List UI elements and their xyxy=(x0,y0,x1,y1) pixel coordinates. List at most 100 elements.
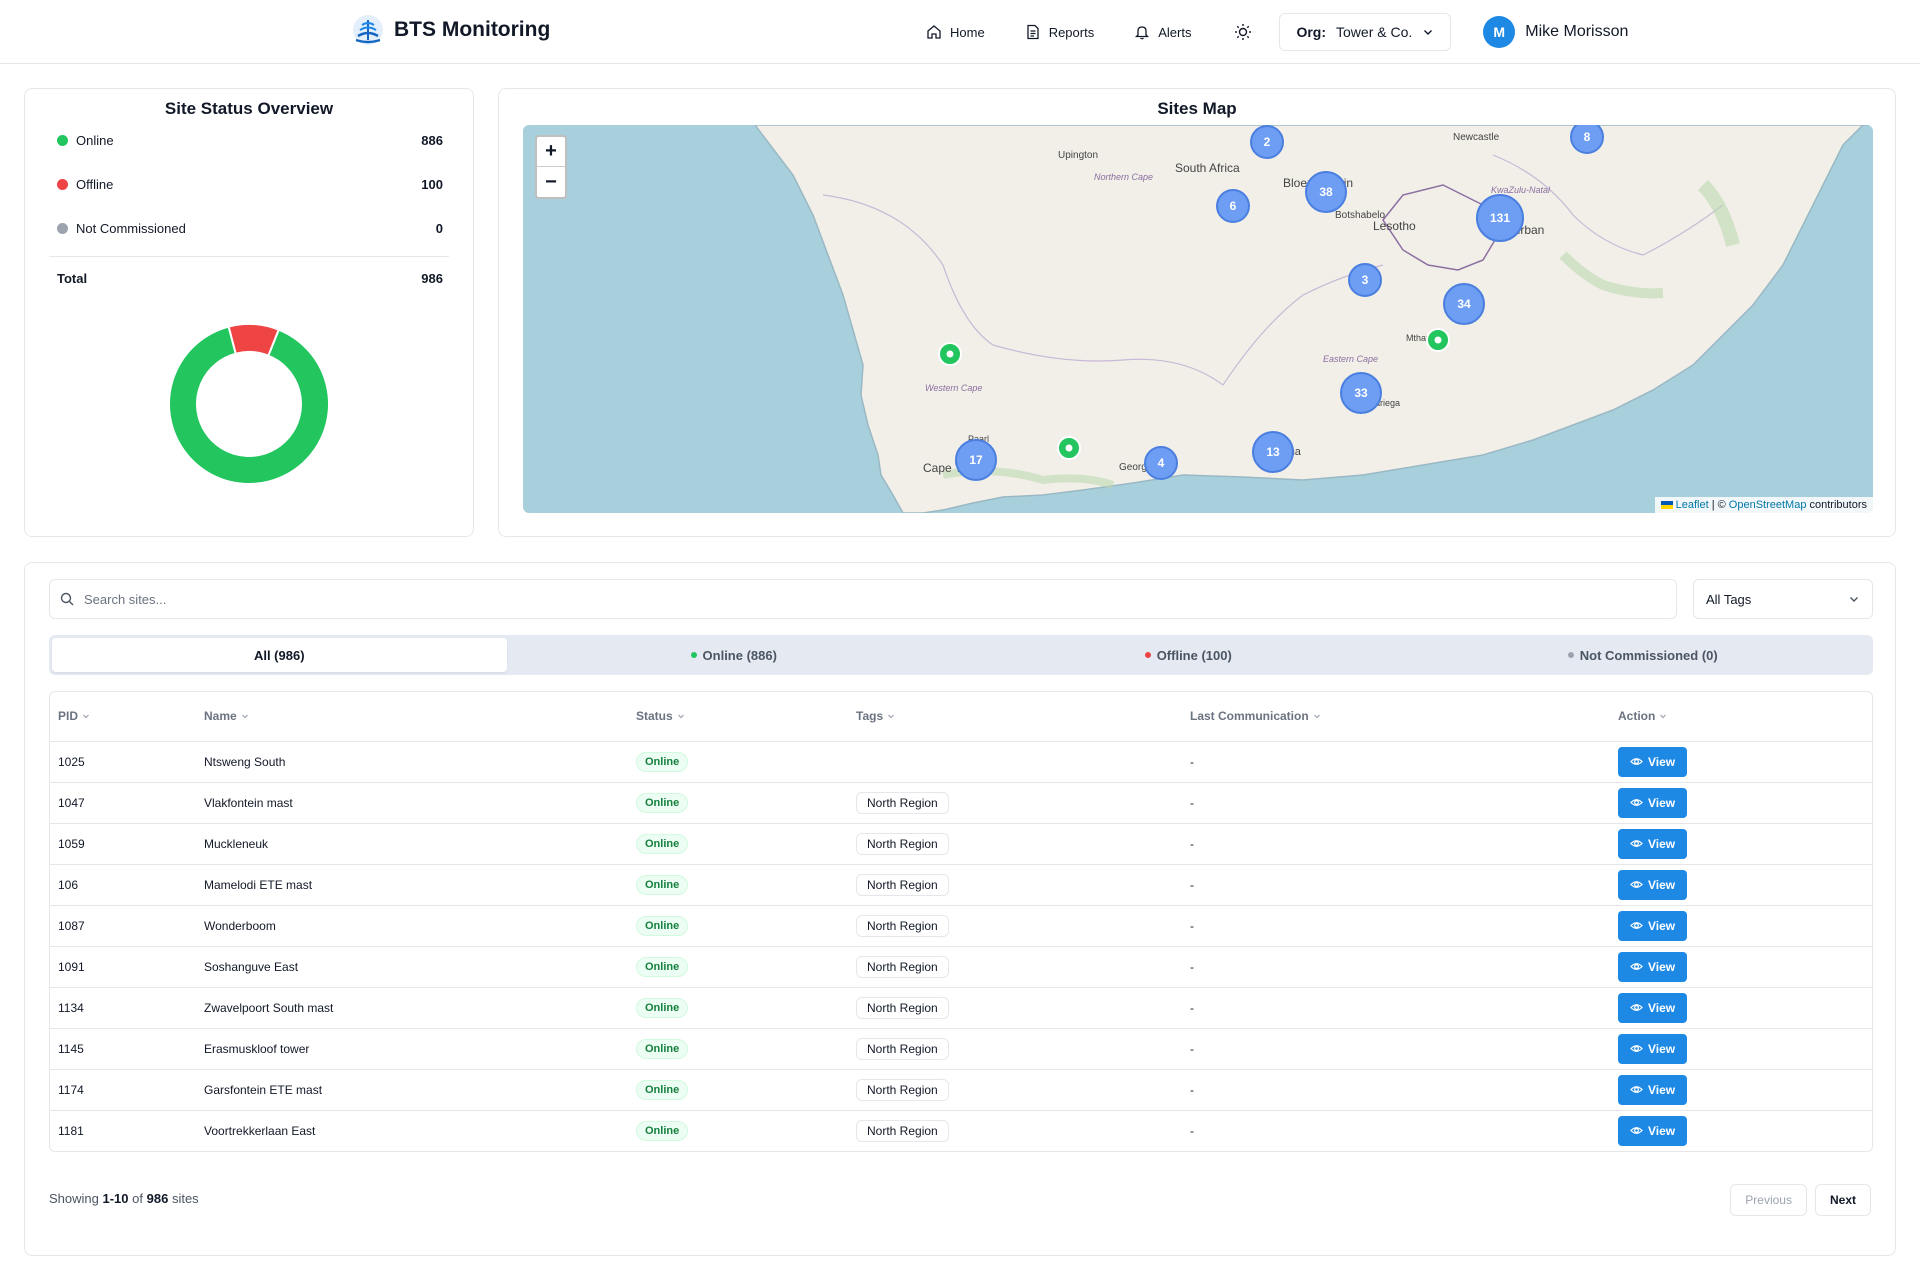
cell-pid: 1047 xyxy=(50,782,204,824)
view-button-label: View xyxy=(1648,1000,1676,1015)
column-header-action[interactable]: Action xyxy=(1618,692,1872,742)
nav-home[interactable]: Home xyxy=(926,24,985,40)
column-header-name[interactable]: Name xyxy=(204,692,636,742)
eye-icon xyxy=(1630,963,1643,970)
map-cluster[interactable]: 8 xyxy=(1570,125,1604,154)
document-icon xyxy=(1027,24,1039,40)
map-cluster[interactable]: 34 xyxy=(1443,283,1485,325)
cell-tags: North Region xyxy=(856,1028,1190,1070)
tab-all[interactable]: All (986) xyxy=(52,638,507,672)
osm-link[interactable]: OpenStreetMap xyxy=(1728,499,1807,511)
column-header-status[interactable]: Status xyxy=(636,692,856,742)
cell-action: View xyxy=(1618,1110,1872,1151)
search-input[interactable] xyxy=(84,591,1584,607)
map-cluster[interactable]: 13 xyxy=(1252,431,1294,473)
map-label: Western Cape xyxy=(925,383,982,393)
table-row: 1174 Garsfontein ETE mast Online North Regi… xyxy=(50,1069,1872,1111)
sites-map-card: Sites Map Upington South Africa Northern… xyxy=(498,88,1896,537)
zoom-out-button[interactable]: − xyxy=(545,170,557,193)
svg-text:17: 17 xyxy=(969,453,983,467)
nav-alerts[interactable]: Alerts xyxy=(1134,24,1191,40)
cell-action: View xyxy=(1618,905,1872,947)
table-row: 1087 Wonderboom Online North Region - View xyxy=(50,905,1872,947)
cell-pid: 1174 xyxy=(50,1069,204,1111)
view-button[interactable]: View xyxy=(1618,992,1688,1023)
sort-icon xyxy=(241,714,248,719)
view-button-label: View xyxy=(1648,918,1676,933)
map-cluster[interactable]: 4 xyxy=(1144,446,1178,480)
column-header-last-communication[interactable]: Last Communication xyxy=(1190,692,1618,742)
table-row: 1047 Vlakfontein mast Online North Region - V… xyxy=(50,782,1872,824)
summary-of: of xyxy=(132,1191,143,1206)
stat-offline: Offline 100 xyxy=(57,177,443,192)
view-button[interactable]: View xyxy=(1618,787,1688,818)
sites-map[interactable]: Upington South Africa Northern Cape Bloe… xyxy=(523,125,1873,513)
nav-reports[interactable]: Reports xyxy=(1025,24,1095,40)
zoom-in-button[interactable]: + xyxy=(537,137,565,167)
map-attribution: Leaflet | © OpenStreetMap contributors xyxy=(1654,497,1873,513)
cell-status: Online xyxy=(636,1028,856,1070)
status-badge: Online xyxy=(636,1038,689,1059)
svg-text:13: 13 xyxy=(1266,445,1280,459)
column-header-tags[interactable]: Tags xyxy=(856,692,1190,742)
cell-action: View xyxy=(1618,782,1872,824)
brand[interactable]: BTS Monitoring xyxy=(352,14,550,46)
cell-status: Online xyxy=(636,864,856,906)
org-select[interactable]: Org: Tower & Co. xyxy=(1279,13,1452,51)
view-button[interactable]: View xyxy=(1618,910,1688,941)
tab-offline[interactable]: Offline (100) xyxy=(961,638,1416,672)
column-label: Status xyxy=(636,709,673,724)
cell-pid: 1025 xyxy=(50,741,204,783)
column-header-pid[interactable]: PID xyxy=(50,692,204,742)
cell-tags: North Region xyxy=(856,864,1190,906)
map-cluster[interactable]: 3 xyxy=(1348,263,1382,297)
view-button[interactable]: View xyxy=(1618,1074,1688,1105)
svg-text:3: 3 xyxy=(1362,273,1369,287)
map-cluster[interactable]: 33 xyxy=(1340,372,1382,414)
donut-slice-offline[interactable] xyxy=(227,324,280,358)
view-button[interactable]: View xyxy=(1618,869,1688,900)
user-name: Mike Morisson xyxy=(1525,23,1629,40)
column-label: Action xyxy=(1618,709,1656,724)
map-cluster[interactable]: 131 xyxy=(1476,194,1524,242)
view-button[interactable]: View xyxy=(1618,951,1688,982)
site-marker[interactable] xyxy=(938,342,962,366)
tags-filter-select[interactable]: All Tags xyxy=(1693,579,1873,619)
tag-chip: North Region xyxy=(856,873,949,896)
site-marker[interactable] xyxy=(1426,328,1450,352)
user-menu[interactable]: M Mike Morisson xyxy=(1483,16,1628,48)
map-cluster[interactable]: 38 xyxy=(1305,171,1347,213)
tab-online[interactable]: Online (886) xyxy=(507,638,962,672)
stat-value: 0 xyxy=(435,221,443,236)
site-marker[interactable] xyxy=(1057,436,1081,460)
view-button[interactable]: View xyxy=(1618,1033,1688,1064)
cell-pid: 1181 xyxy=(58,1123,84,1138)
column-label: Tags xyxy=(856,709,884,724)
column-label: PID xyxy=(58,709,79,724)
donut-slice-online[interactable] xyxy=(169,325,329,484)
nav-reports-label: Reports xyxy=(1048,24,1095,40)
view-button[interactable]: View xyxy=(1618,746,1688,777)
tab-not-commissioned[interactable]: Not Commissioned (0) xyxy=(1416,638,1871,672)
nav-alerts-label: Alerts xyxy=(1158,24,1192,40)
map-cluster[interactable]: 17 xyxy=(955,439,997,481)
not-commissioned-dot-icon xyxy=(1567,652,1574,658)
pagination: Previous Next xyxy=(1730,1184,1871,1216)
svg-text:33: 33 xyxy=(1354,386,1368,400)
view-button[interactable]: View xyxy=(1618,1115,1688,1146)
status-badge: Online xyxy=(636,1120,689,1141)
leaflet-link[interactable]: Leaflet xyxy=(1675,499,1709,511)
tab-label: Offline (100) xyxy=(1156,647,1232,663)
map-cluster[interactable]: 2 xyxy=(1250,125,1284,159)
map-label: Upington xyxy=(1058,150,1098,161)
next-page-button[interactable]: Next xyxy=(1814,1184,1871,1216)
divider xyxy=(49,256,449,257)
theme-toggle-button[interactable] xyxy=(1231,20,1255,44)
view-button[interactable]: View xyxy=(1618,828,1688,859)
site-markers xyxy=(938,328,1450,460)
previous-page-button[interactable]: Previous xyxy=(1730,1184,1807,1216)
stat-total: Total 986 xyxy=(57,271,443,286)
cell-action: View xyxy=(1618,1069,1872,1111)
sort-icon xyxy=(677,714,684,719)
map-cluster[interactable]: 6 xyxy=(1216,189,1250,223)
